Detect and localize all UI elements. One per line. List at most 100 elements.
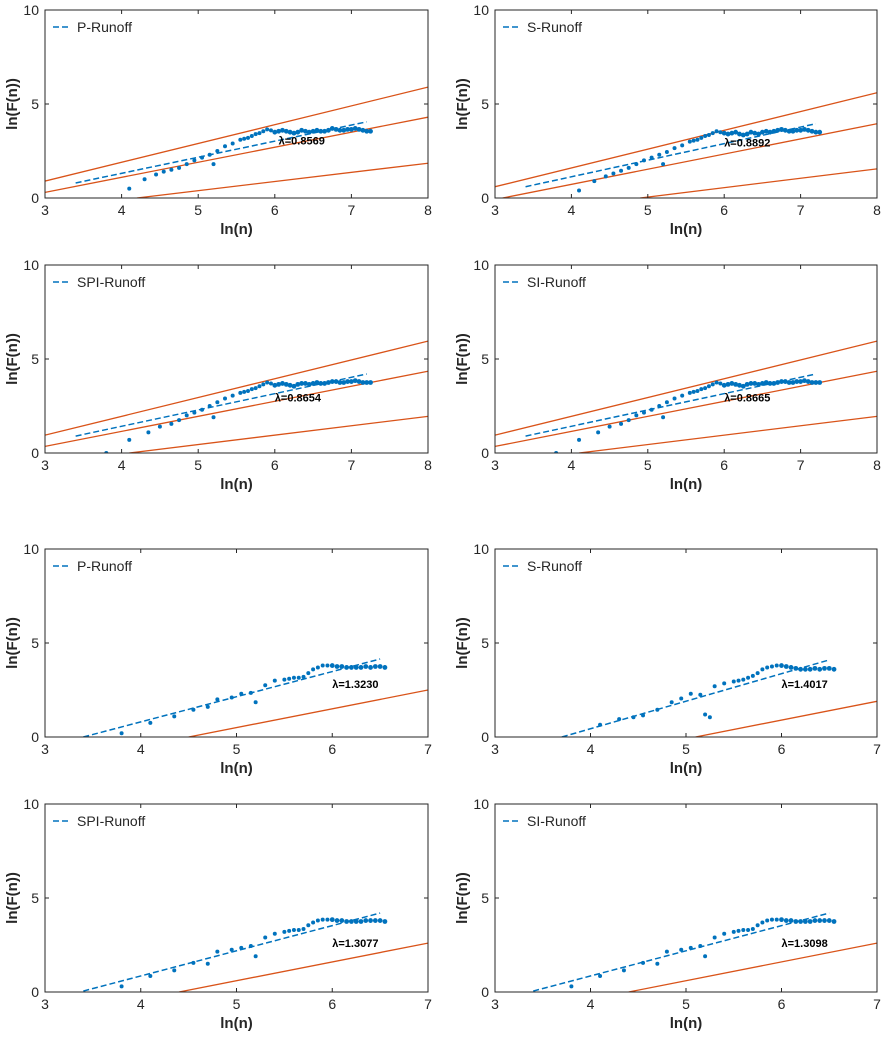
data-point <box>774 663 779 668</box>
reference-line-1 <box>495 92 877 188</box>
data-point <box>740 383 746 389</box>
data-point <box>306 129 312 135</box>
chart-panel-3: 3 4 5 6 7 8 0 5 10 ln(n) ln(F(n)) SPI-Runoff λ=0.865… <box>4 257 432 493</box>
data-point <box>341 127 347 133</box>
data-point <box>657 152 662 157</box>
data-point <box>782 379 788 384</box>
data-point <box>740 132 746 138</box>
data-point <box>352 378 358 384</box>
lambda-label: λ=0.8665 <box>724 392 770 404</box>
data-point <box>664 949 669 954</box>
y-tick-label: 0 <box>481 190 489 206</box>
data-point <box>786 380 792 385</box>
x-axis-label: ln(n) <box>670 476 702 493</box>
data-point <box>326 380 331 385</box>
data-point <box>154 172 159 177</box>
legend: P-Runoff <box>53 19 132 35</box>
plot-area <box>495 92 877 198</box>
data-point <box>200 407 205 412</box>
data-point <box>291 130 297 136</box>
reference-line-1 <box>695 700 877 737</box>
data-point <box>295 129 301 135</box>
data-point <box>311 920 316 925</box>
reference-line-3 <box>578 415 877 453</box>
data-point <box>341 380 347 385</box>
data-point <box>337 380 343 385</box>
data-point <box>779 126 784 132</box>
y-tick-label: 0 <box>31 984 39 1000</box>
data-point <box>641 960 646 965</box>
x-tick-label: 7 <box>797 457 805 473</box>
y-tick-label: 10 <box>473 541 489 557</box>
data-point <box>287 676 292 681</box>
data-point <box>661 415 666 420</box>
data-point <box>706 384 711 389</box>
data-point <box>287 129 293 135</box>
data-point <box>802 378 807 384</box>
data-point <box>664 400 669 405</box>
data-point <box>736 678 741 683</box>
y-tick-label: 10 <box>23 2 39 18</box>
reference-line-1 <box>188 689 428 737</box>
data-point <box>280 127 285 133</box>
data-point <box>261 129 266 134</box>
data-point <box>207 152 212 157</box>
legend: SPI-Runoff <box>53 813 145 829</box>
y-axis-label: ln(F(n)) <box>454 78 471 130</box>
data-point <box>265 380 270 385</box>
data-point <box>634 162 639 167</box>
x-axis-label: ln(n) <box>220 760 252 777</box>
data-point <box>349 665 354 670</box>
data-point <box>306 671 311 676</box>
data-point <box>310 128 316 134</box>
data-point <box>760 381 765 386</box>
y-axis-label: ln(F(n)) <box>4 617 21 669</box>
data-point <box>333 126 339 132</box>
data-point <box>349 919 354 924</box>
data-point <box>192 158 197 163</box>
data-point <box>737 131 742 137</box>
data-point <box>577 437 582 442</box>
data-point <box>725 381 731 387</box>
data-point <box>339 664 345 669</box>
data-point <box>382 665 388 670</box>
data-point <box>779 917 784 923</box>
data-point <box>272 678 277 683</box>
data-point <box>172 968 177 973</box>
data-point <box>712 684 717 689</box>
data-point <box>291 675 296 680</box>
x-tick-label: 8 <box>424 202 432 218</box>
data-point <box>372 664 378 669</box>
data-point <box>703 954 708 959</box>
x-tick-label: 7 <box>873 741 881 757</box>
x-tick-label: 7 <box>348 457 356 473</box>
data-point <box>661 162 666 167</box>
data-point <box>169 167 174 172</box>
data-point <box>641 158 646 163</box>
data-point <box>737 382 742 388</box>
x-axis-label: ln(n) <box>220 1015 252 1032</box>
data-point <box>722 931 727 936</box>
x-axis-label: ln(n) <box>220 221 252 238</box>
data-point <box>721 130 727 136</box>
data-point <box>242 389 247 394</box>
data-point <box>360 380 366 385</box>
legend: SPI-Runoff <box>53 274 145 290</box>
data-point <box>337 127 343 133</box>
data-point <box>325 663 330 668</box>
data-point <box>211 415 216 420</box>
reference-line-1 <box>178 942 428 992</box>
data-point <box>239 691 244 696</box>
x-tick-label: 4 <box>568 457 576 473</box>
data-point <box>703 133 708 138</box>
data-point <box>353 919 359 924</box>
data-point <box>229 947 234 952</box>
data-point <box>263 683 268 688</box>
data-point <box>783 664 789 669</box>
data-point <box>765 665 770 670</box>
data-point <box>253 386 258 391</box>
fit-line <box>83 912 381 992</box>
data-point <box>334 664 340 669</box>
data-point <box>363 918 369 923</box>
